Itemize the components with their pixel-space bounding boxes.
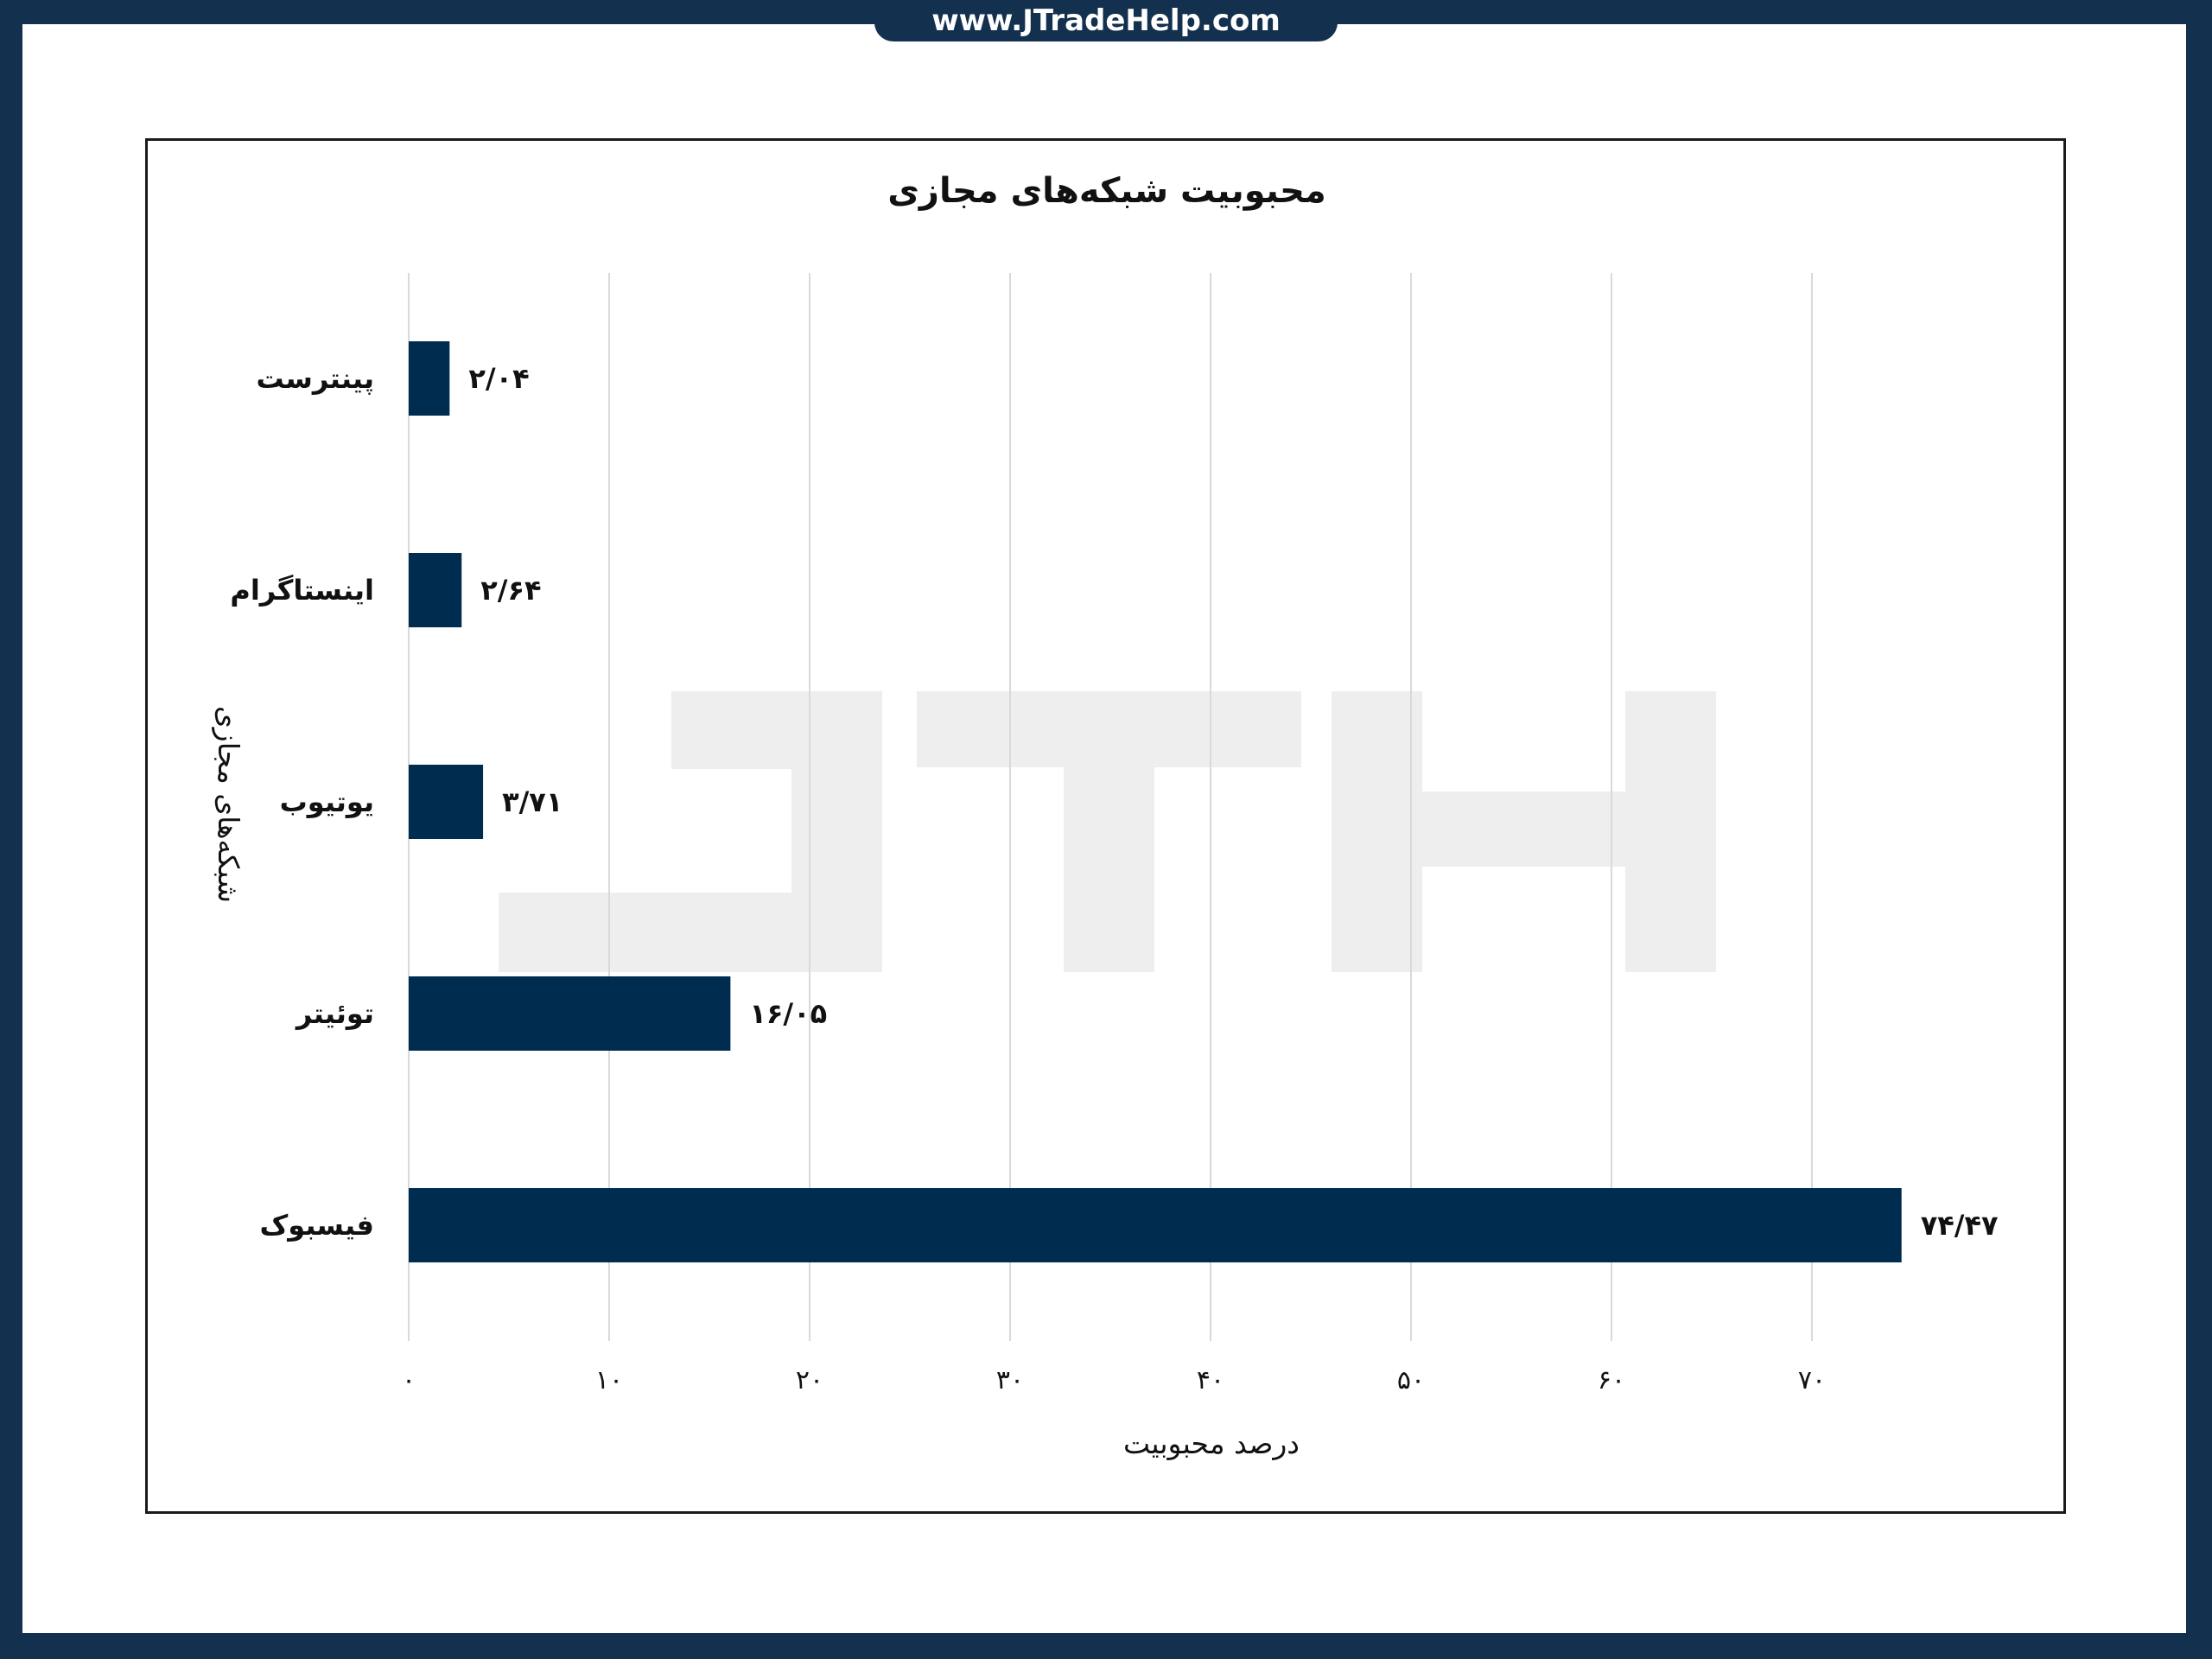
watermark-logo xyxy=(499,691,1716,972)
gridlines xyxy=(408,273,1813,1341)
bar-value-label: ۱۶/۰۵ xyxy=(749,997,827,1030)
x-tick-label: ۱۰ xyxy=(595,1365,623,1395)
x-tick-label: ۰ xyxy=(402,1365,416,1395)
x-tick-label: ۲۰ xyxy=(796,1365,823,1395)
bar-value-label: ۲/۰۴ xyxy=(468,362,529,395)
chart-container: ۰ ۱۰ ۲۰ ۳۰ ۴۰ ۵۰ ۶۰ ۷۰ پینترست ۲/۰۴ اینستاگرام ۲/۶۴… xyxy=(145,138,2066,1514)
bar-chart: ۰ ۱۰ ۲۰ ۳۰ ۴۰ ۵۰ ۶۰ ۷۰ پینترست ۲/۰۴ اینستاگرام ۲/۶۴… xyxy=(212,171,1999,1460)
y-category-label: توئیتر xyxy=(295,997,374,1030)
bar-value-label: ۷۴/۴۷ xyxy=(1921,1209,1999,1242)
x-tick-label: ۴۰ xyxy=(1197,1365,1224,1395)
y-axis-title: شبکه‌های مجازی xyxy=(212,706,245,903)
x-tick-label: ۳۰ xyxy=(996,1365,1024,1395)
bars xyxy=(409,341,1902,1262)
site-url-tab[interactable]: www.JTradeHelp.com xyxy=(874,0,1338,41)
y-category-label: یوتیوب xyxy=(280,785,374,818)
y-category-label: پینترست xyxy=(257,362,374,395)
bar xyxy=(409,341,450,416)
bar-value-label: ۳/۷۱ xyxy=(502,785,563,818)
x-tick-label: ۵۰ xyxy=(1397,1365,1425,1395)
bar xyxy=(409,976,731,1051)
y-category-label: فیسبوک xyxy=(260,1209,374,1242)
x-axis-title: درصد محبوبیت xyxy=(1123,1427,1300,1460)
labels: ۰ ۱۰ ۲۰ ۳۰ ۴۰ ۵۰ ۶۰ ۷۰ پینترست ۲/۰۴ اینستاگرام ۲/۶۴… xyxy=(230,362,1999,1395)
x-tick-label: ۶۰ xyxy=(1598,1365,1625,1395)
y-category-label: اینستاگرام xyxy=(230,574,374,607)
x-tick-label: ۷۰ xyxy=(1798,1365,1826,1395)
bar xyxy=(409,765,484,839)
bar xyxy=(409,1188,1902,1262)
chart-title: محبوبیت شبکه‌های مجازی xyxy=(887,171,1325,211)
bar xyxy=(409,553,462,627)
bar-value-label: ۲/۶۴ xyxy=(480,574,541,607)
